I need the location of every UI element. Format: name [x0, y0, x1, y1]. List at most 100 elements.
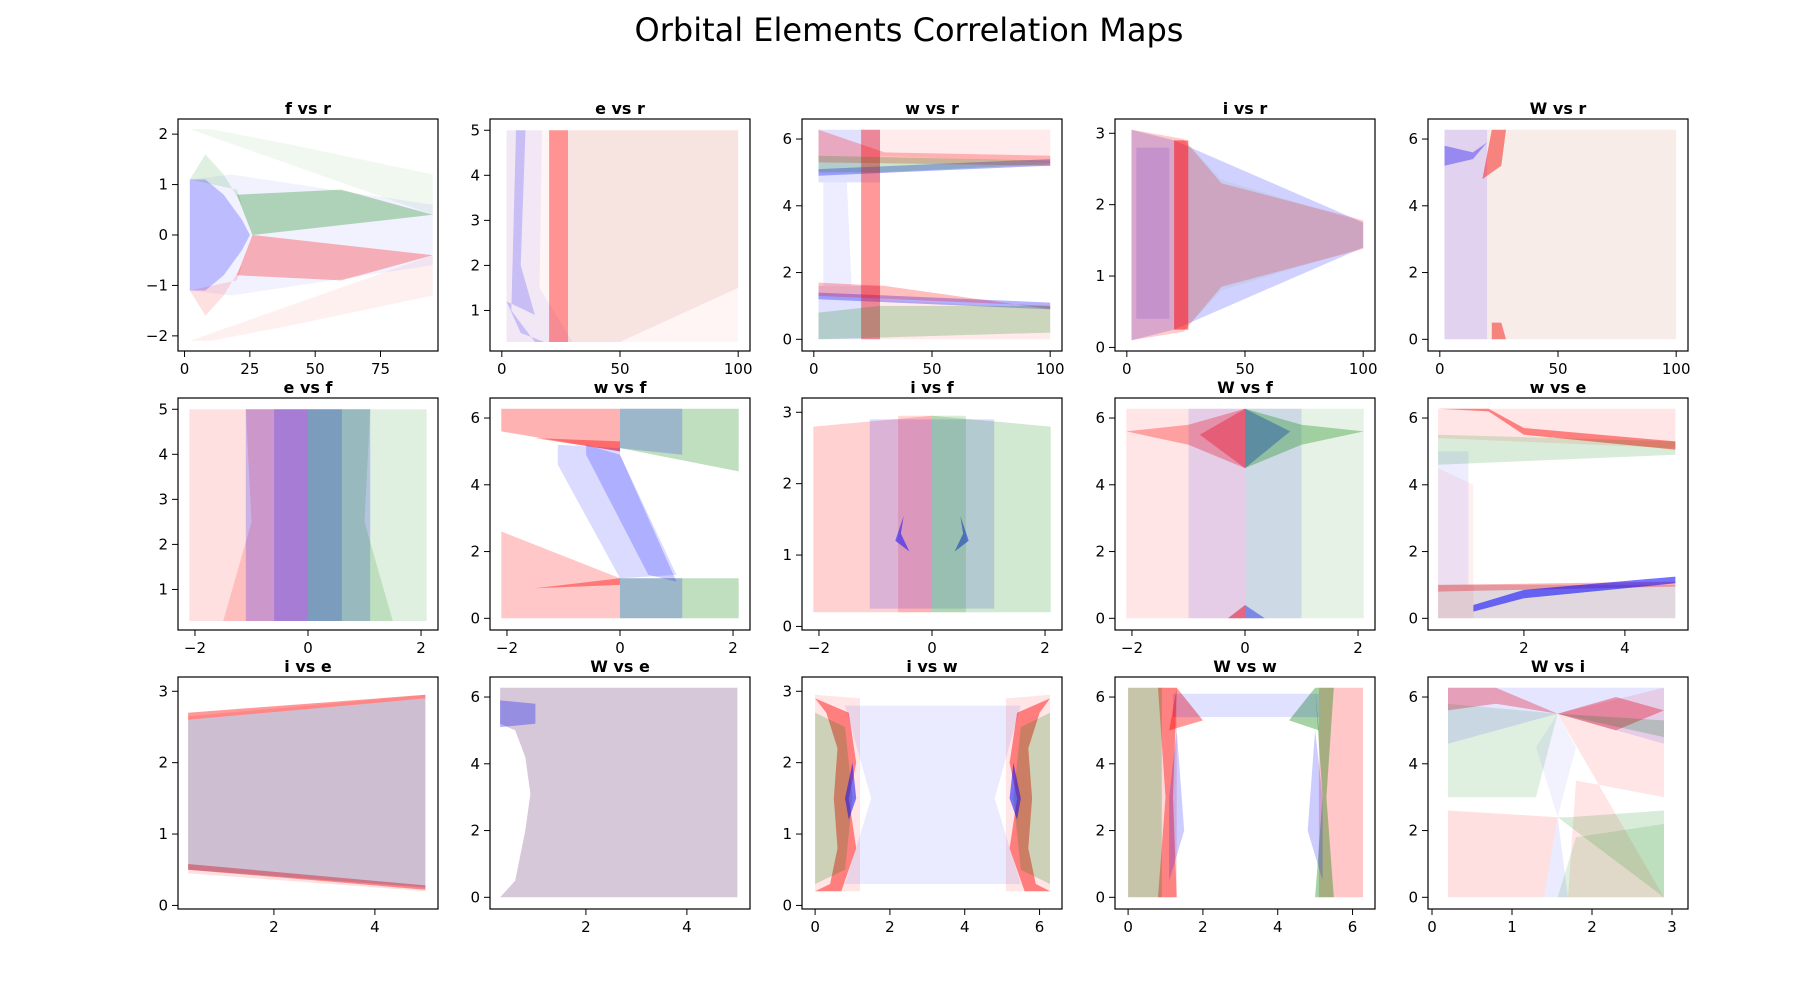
point-cloud-region — [1444, 129, 1488, 340]
subplot-title: w vs f — [594, 378, 648, 397]
series-1-cloud — [1128, 687, 1334, 898]
series-1-cloud — [500, 687, 738, 898]
point-cloud-region — [1245, 408, 1291, 469]
point-cloud-region — [845, 705, 1021, 884]
point-cloud-region — [1126, 408, 1245, 619]
series-0-cloud — [1444, 129, 1488, 340]
series-2-cloud — [818, 155, 1051, 340]
x-tick-label: 2 — [1040, 639, 1050, 657]
point-cloud-region — [620, 578, 739, 619]
x-tick-label: 50 — [922, 360, 941, 378]
y-tick-label: 2 — [782, 475, 792, 493]
y-tick-label: 4 — [1408, 755, 1418, 773]
point-cloud-region — [1158, 687, 1177, 898]
y-tick-label: 2 — [470, 822, 480, 840]
series-1-cloud — [620, 408, 739, 619]
y-tick-label: 1 — [1095, 267, 1105, 285]
point-cloud-region — [620, 408, 683, 455]
subplot-title: i vs r — [1223, 99, 1268, 118]
series-0-cloud — [813, 415, 932, 613]
subplot-w-vs-r: w vs r 0 50 100 0 2 4 6 — [782, 99, 1064, 378]
point-cloud-region — [1448, 703, 1558, 798]
plot-area — [1126, 408, 1364, 619]
plot-area — [1128, 687, 1363, 898]
point-cloud-region — [1491, 322, 1506, 340]
y-tick-label: 2 — [1408, 264, 1418, 282]
series-1-cloud — [815, 712, 1050, 884]
point-cloud-region — [1482, 129, 1506, 180]
point-cloud-region — [1128, 687, 1162, 898]
subplot-title: f vs r — [285, 99, 331, 118]
point-cloud-region — [1245, 408, 1364, 619]
point-cloud-region — [189, 255, 433, 341]
x-tick-label: 0 — [180, 360, 190, 378]
series-1-cloud — [245, 409, 371, 621]
x-tick-label: 25 — [240, 360, 259, 378]
y-tick-label: 4 — [1408, 476, 1418, 494]
x-tick-label: 0 — [497, 360, 507, 378]
point-cloud-region — [932, 415, 1051, 613]
point-cloud-region — [1318, 687, 1363, 898]
subplot-title: W vs e — [590, 657, 650, 676]
point-cloud-region — [568, 130, 739, 342]
point-cloud-region — [1448, 810, 1558, 898]
y-tick-label: 5 — [158, 400, 168, 418]
point-cloud-region — [1174, 140, 1189, 330]
point-cloud-region — [223, 409, 308, 621]
subplot-title: i vs e — [284, 657, 332, 676]
point-cloud-region — [1128, 687, 1177, 898]
x-tick-label: 0 — [303, 639, 313, 657]
x-tick-label: 0 — [1240, 639, 1250, 657]
subplot-title: W vs w — [1213, 657, 1277, 676]
y-tick-label: 6 — [782, 130, 792, 148]
point-cloud-region — [1438, 584, 1676, 619]
x-tick-label: 2 — [1198, 918, 1208, 936]
point-cloud-region — [898, 415, 932, 613]
point-cloud-region — [1131, 129, 1364, 341]
point-cloud-region — [818, 159, 1051, 176]
series-0-cloud — [500, 687, 738, 898]
x-tick-label: 100 — [1349, 360, 1378, 378]
y-tick-label: 6 — [1408, 409, 1418, 427]
series-2-cloud — [932, 415, 1051, 613]
x-tick-label: 2 — [885, 918, 895, 936]
plot-area — [189, 129, 433, 341]
subplot-w-vs-e: w vs e 2 4 0 2 4 6 — [1408, 378, 1689, 657]
series-0-cloud — [188, 694, 426, 892]
point-cloud-region — [274, 409, 342, 621]
point-cloud-region — [815, 712, 853, 884]
point-cloud-region — [1188, 144, 1364, 326]
plot-area — [815, 694, 1050, 892]
point-cloud-region — [549, 130, 568, 342]
series-1-cloud — [869, 419, 995, 609]
point-cloud-region — [189, 409, 308, 621]
series-2-cloud — [557, 408, 683, 619]
point-cloud-region — [501, 408, 620, 452]
series-2-cloud — [308, 409, 427, 621]
y-tick-label: 3 — [782, 682, 792, 700]
plot-area — [1438, 408, 1676, 619]
plot-area — [501, 408, 739, 619]
y-tick-label: 2 — [1095, 543, 1105, 561]
subplot-title: w vs r — [905, 99, 959, 118]
x-tick-label: 0 — [809, 360, 819, 378]
series-1-cloud — [188, 698, 426, 888]
series-2-cloud — [1188, 144, 1364, 326]
x-tick-label: 2 — [416, 639, 426, 657]
point-cloud-region — [506, 130, 739, 342]
x-tick-label: 2 — [1587, 918, 1597, 936]
series-2-cloud — [1448, 687, 1664, 898]
series-0-cloud — [1131, 129, 1364, 341]
x-tick-label: 6 — [1035, 918, 1045, 936]
point-cloud-region — [1487, 130, 1676, 340]
y-tick-label: 6 — [470, 688, 480, 706]
point-cloud-region — [1126, 408, 1245, 469]
y-tick-label: 2 — [158, 535, 168, 553]
point-cloud-region — [535, 578, 620, 589]
point-cloud-region — [1245, 408, 1364, 469]
subplot-w-vs-i: W vs i 0 1 2 3 0 2 4 6 — [1408, 657, 1689, 936]
x-tick-label: 75 — [371, 360, 390, 378]
point-cloud-region — [1315, 687, 1334, 898]
y-tick-label: 3 — [1095, 124, 1105, 142]
